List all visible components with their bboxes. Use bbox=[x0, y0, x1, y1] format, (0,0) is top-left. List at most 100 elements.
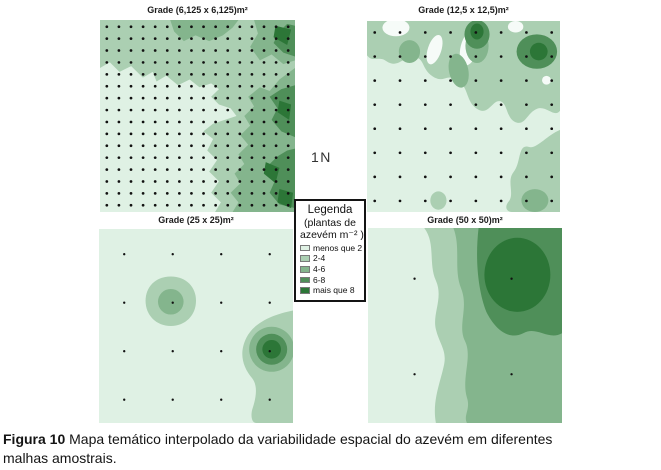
sample-point-dot bbox=[262, 144, 266, 148]
sample-point-dot bbox=[117, 156, 121, 160]
sample-point-dot bbox=[286, 192, 290, 195]
sample-point-dot bbox=[262, 120, 266, 124]
contour-2-4-region bbox=[506, 129, 560, 212]
sample-point-dot bbox=[499, 175, 503, 179]
sample-point-dot bbox=[129, 180, 133, 183]
sample-point-dot bbox=[117, 132, 121, 136]
sample-point-dot bbox=[178, 192, 181, 195]
sample-point-dot bbox=[105, 156, 109, 160]
sample-point-dot bbox=[153, 180, 157, 183]
sample-point-dot bbox=[141, 132, 145, 136]
sample-point-dot bbox=[286, 156, 290, 160]
sample-point-dot bbox=[423, 175, 427, 179]
sample-point-dot bbox=[238, 25, 242, 29]
sample-points bbox=[373, 31, 554, 203]
sample-point-dot bbox=[117, 144, 121, 148]
sample-point-dot bbox=[117, 84, 121, 88]
sample-point-dot bbox=[262, 192, 266, 195]
contour-4-6-region bbox=[170, 20, 239, 42]
sample-point-dot bbox=[141, 72, 145, 76]
sample-point-dot bbox=[268, 253, 271, 256]
sample-point-dot bbox=[214, 132, 217, 136]
sample-point-dot bbox=[202, 25, 205, 29]
legend-item: 4-6 bbox=[300, 265, 360, 274]
contour-more-than-8-region bbox=[273, 25, 292, 45]
sample-point-dot bbox=[117, 192, 121, 195]
sample-point-dot bbox=[286, 84, 290, 88]
sample-point-dot bbox=[178, 108, 181, 112]
sample-point-dot bbox=[510, 373, 513, 376]
sample-point-dot bbox=[449, 31, 452, 34]
sample-point-dot bbox=[171, 398, 174, 401]
sample-point-dot bbox=[274, 108, 278, 112]
sample-point-dot bbox=[153, 203, 157, 207]
sample-point-dot bbox=[262, 25, 266, 29]
contour-more-than-8-region bbox=[262, 339, 281, 359]
sample-point-dot bbox=[178, 96, 181, 100]
sample-point-dot bbox=[165, 72, 169, 76]
sample-point-dot bbox=[226, 168, 230, 171]
sample-point-dot bbox=[274, 72, 278, 76]
sample-point-dot bbox=[262, 203, 266, 207]
sample-point-dot bbox=[262, 96, 266, 100]
sample-point-dot bbox=[178, 49, 181, 52]
sample-point-dot bbox=[178, 203, 181, 207]
sample-point-dot bbox=[202, 120, 205, 124]
sample-point-dot bbox=[202, 132, 205, 136]
sample-point-dot bbox=[165, 37, 169, 40]
sample-point-dot bbox=[129, 37, 133, 40]
sample-point-dot bbox=[129, 49, 133, 52]
sample-point-dot bbox=[190, 25, 193, 29]
sample-point-dot bbox=[226, 108, 230, 112]
sample-point-dot bbox=[274, 61, 278, 64]
sample-point-dot bbox=[525, 31, 528, 34]
sample-point-dot bbox=[129, 61, 133, 64]
sample-point-dot bbox=[214, 49, 217, 52]
sample-point-dot bbox=[274, 96, 278, 100]
sample-point-dot bbox=[171, 350, 174, 353]
sample-point-dot bbox=[262, 72, 266, 76]
contour-more-than-8-region bbox=[277, 100, 292, 120]
sample-point-dot bbox=[274, 168, 278, 171]
sample-point-dot bbox=[238, 108, 242, 112]
sample-point-dot bbox=[202, 37, 205, 40]
contour-4-6-region bbox=[398, 40, 421, 64]
sample-point-dot bbox=[171, 301, 174, 304]
sample-point-dot bbox=[178, 61, 181, 64]
sample-point-dot bbox=[238, 180, 242, 183]
sample-point-dot bbox=[250, 156, 254, 160]
sample-point-dot bbox=[423, 103, 427, 106]
sample-point-dot bbox=[250, 49, 254, 52]
sample-point-dot bbox=[398, 79, 402, 82]
sample-point-dot bbox=[214, 168, 217, 171]
sample-point-dot bbox=[525, 127, 528, 131]
sample-point-dot bbox=[250, 180, 254, 183]
sample-point-dot bbox=[250, 203, 254, 207]
sample-point-dot bbox=[423, 199, 427, 203]
sample-point-dot bbox=[214, 25, 217, 29]
sample-point-dot bbox=[474, 55, 478, 58]
sample-point-dot bbox=[499, 55, 503, 58]
sample-point-dot bbox=[274, 156, 278, 160]
sample-point-dot bbox=[226, 192, 230, 195]
sample-point-dot bbox=[238, 192, 242, 195]
sample-point-dot bbox=[190, 72, 193, 76]
sample-point-dot bbox=[373, 79, 377, 82]
sample-point-dot bbox=[226, 156, 230, 160]
sample-point-dot bbox=[250, 25, 254, 29]
sample-point-dot bbox=[123, 398, 126, 401]
sample-point-dot bbox=[262, 37, 266, 40]
sample-point-dot bbox=[153, 37, 157, 40]
contour-hole bbox=[507, 21, 524, 33]
sample-point-dot bbox=[238, 203, 242, 207]
sample-point-dot bbox=[202, 203, 205, 207]
sample-point-dot bbox=[214, 192, 217, 195]
sample-point-dot bbox=[153, 156, 157, 160]
sample-point-dot bbox=[423, 55, 427, 58]
sample-point-dot bbox=[268, 398, 271, 401]
sample-point-dot bbox=[250, 96, 254, 100]
sample-point-dot bbox=[165, 156, 169, 160]
sample-point-dot bbox=[141, 144, 145, 148]
sample-point-dot bbox=[286, 108, 290, 112]
sample-point-dot bbox=[141, 108, 145, 112]
